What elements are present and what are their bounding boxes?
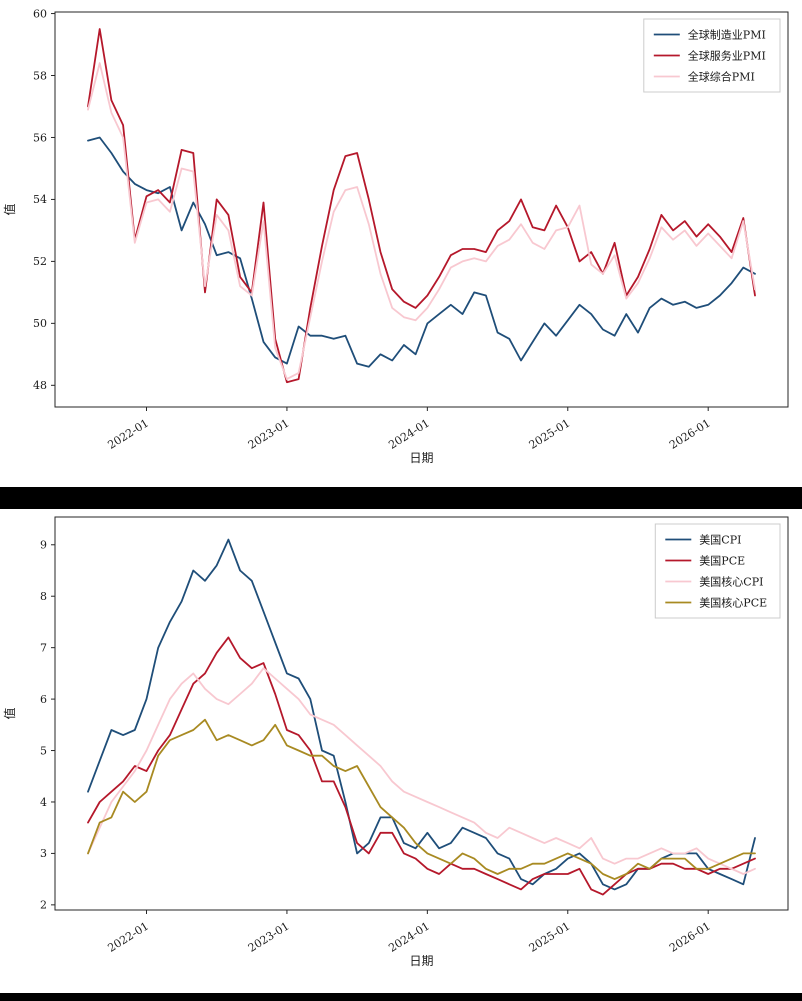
x-tick-label: 2024-01 (386, 920, 432, 955)
plot-area-border (54, 11, 789, 408)
legend-label: 美国核心PCE (699, 596, 767, 610)
legend-label: 美国PCE (699, 555, 745, 568)
y-tick-label: 3 (40, 847, 47, 860)
y-axis-label: 值 (2, 707, 17, 719)
legend-label: 全球服务业PMI (688, 49, 766, 63)
x-tick-label: 2024-01 (386, 417, 432, 452)
y-tick-label: 8 (40, 590, 47, 603)
series-line (87, 667, 756, 875)
legend-label: 全球综合PMI (688, 70, 755, 84)
y-tick-label: 56 (33, 131, 47, 144)
y-tick-label: 7 (40, 641, 47, 654)
y-tick-label: 54 (33, 193, 47, 206)
series-line (87, 136, 756, 368)
x-tick-label: 2023-01 (246, 920, 292, 955)
global-pmi-chart: 48 50 52 54 56 58 60 2022-01 2023-01 2024-01 2025-… (0, 0, 802, 487)
y-tick-label: 60 (33, 7, 47, 20)
y-tick-label: 48 (33, 379, 47, 392)
x-axis-label: 日期 (409, 451, 433, 465)
y-axis-label: 值 (2, 203, 17, 215)
series-line (87, 636, 756, 896)
global-pmi-chart-canvas: 48 50 52 54 56 58 60 2022-01 2023-01 2024-01 2025-… (2, 7, 789, 465)
legend-label: 美国CPI (699, 534, 741, 547)
y-tick-label: 5 (40, 744, 47, 757)
y-tick-label: 58 (33, 69, 47, 82)
us-inflation-chart: 2 3 4 5 6 7 8 9 2022-01 2023-01 2024-01 2025-01 2026… (0, 509, 802, 993)
y-tick-label: 50 (33, 317, 47, 330)
x-tick-label: 2025-01 (527, 920, 573, 955)
legend-label: 全球制造业PMI (688, 28, 766, 42)
series-line (87, 718, 756, 881)
us-inflation-chart-canvas: 2 3 4 5 6 7 8 9 2022-01 2023-01 2024-01 2025-01 2026… (2, 516, 789, 968)
section-divider (0, 487, 802, 509)
series-line (87, 62, 756, 381)
y-tick-label: 6 (40, 693, 47, 706)
x-tick-label: 2023-01 (246, 417, 292, 452)
y-tick-label: 4 (40, 796, 47, 809)
plot-area-border (54, 516, 789, 911)
x-tick-label: 2026-01 (667, 417, 713, 452)
x-tick-label: 2022-01 (105, 417, 151, 452)
x-tick-label: 2022-01 (105, 920, 151, 955)
y-tick-label: 9 (40, 539, 47, 552)
x-tick-label: 2026-01 (667, 920, 713, 955)
y-tick-label: 52 (33, 255, 47, 268)
x-axis-label: 日期 (409, 954, 433, 968)
legend-label: 美国核心CPI (699, 575, 763, 589)
y-tick-label: 2 (40, 899, 47, 912)
bottom-bar (0, 993, 802, 1001)
x-tick-label: 2025-01 (527, 417, 573, 452)
